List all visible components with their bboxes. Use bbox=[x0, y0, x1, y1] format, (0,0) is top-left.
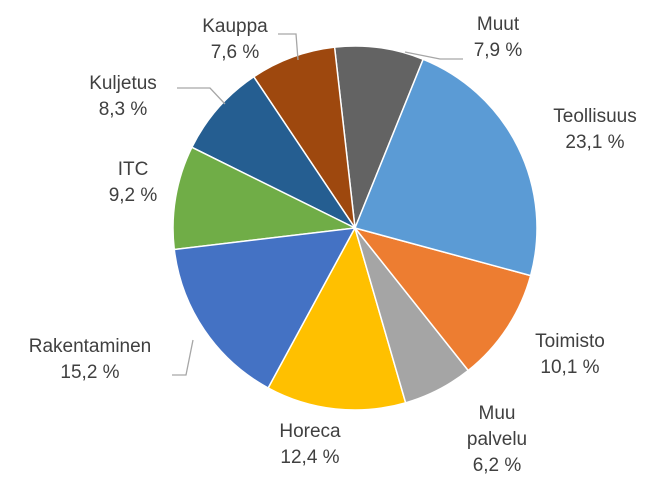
category-label: Muu palvelu bbox=[466, 403, 528, 450]
value-label: 10,1 % bbox=[540, 357, 600, 378]
data-label: Rakentaminen 15,2 % bbox=[29, 334, 152, 386]
leader-line bbox=[404, 51, 463, 60]
pie-slice bbox=[267, 226, 407, 411]
value-label: 7,6 % bbox=[210, 42, 260, 63]
value-label: 12,4 % bbox=[280, 447, 340, 468]
category-label: Teollisuus bbox=[553, 106, 637, 127]
pie-slice bbox=[353, 58, 538, 277]
data-label: ITC 9,2 % bbox=[109, 157, 158, 209]
leader-line bbox=[172, 339, 194, 376]
leader-line bbox=[278, 33, 299, 61]
pie-slice bbox=[172, 146, 358, 251]
category-label: Kauppa bbox=[202, 16, 268, 37]
category-label: Horeca bbox=[279, 421, 341, 442]
data-label: Kuljetus 8,3 % bbox=[89, 71, 157, 123]
data-label: Muut 7,9 % bbox=[474, 12, 523, 64]
data-label: Toimisto 10,1 % bbox=[535, 329, 605, 381]
category-label: Toimisto bbox=[535, 331, 605, 352]
value-label: 9,2 % bbox=[108, 185, 158, 206]
category-label: Kuljetus bbox=[89, 73, 157, 94]
value-label: 15,2 % bbox=[60, 362, 120, 383]
value-label: 6,2 % bbox=[472, 455, 522, 476]
category-label: Muut bbox=[476, 14, 520, 35]
pie-slice bbox=[352, 226, 532, 372]
data-label: Teollisuus 23,1 % bbox=[553, 104, 636, 156]
category-label: ITC bbox=[117, 159, 149, 180]
value-label: 7,9 % bbox=[473, 40, 523, 61]
pie-slice bbox=[190, 75, 358, 230]
value-label: 8,3 % bbox=[98, 99, 148, 120]
pie-slice bbox=[333, 45, 425, 229]
data-label: Horeca 12,4 % bbox=[279, 419, 340, 471]
category-label: Rakentaminen bbox=[28, 336, 152, 357]
leader-line bbox=[177, 87, 226, 105]
pie-slice bbox=[173, 227, 357, 389]
data-label: Kauppa 7,6 % bbox=[202, 14, 268, 66]
data-label: Muu palvelu 6,2 % bbox=[457, 401, 537, 479]
value-label: 23,1 % bbox=[565, 132, 625, 153]
